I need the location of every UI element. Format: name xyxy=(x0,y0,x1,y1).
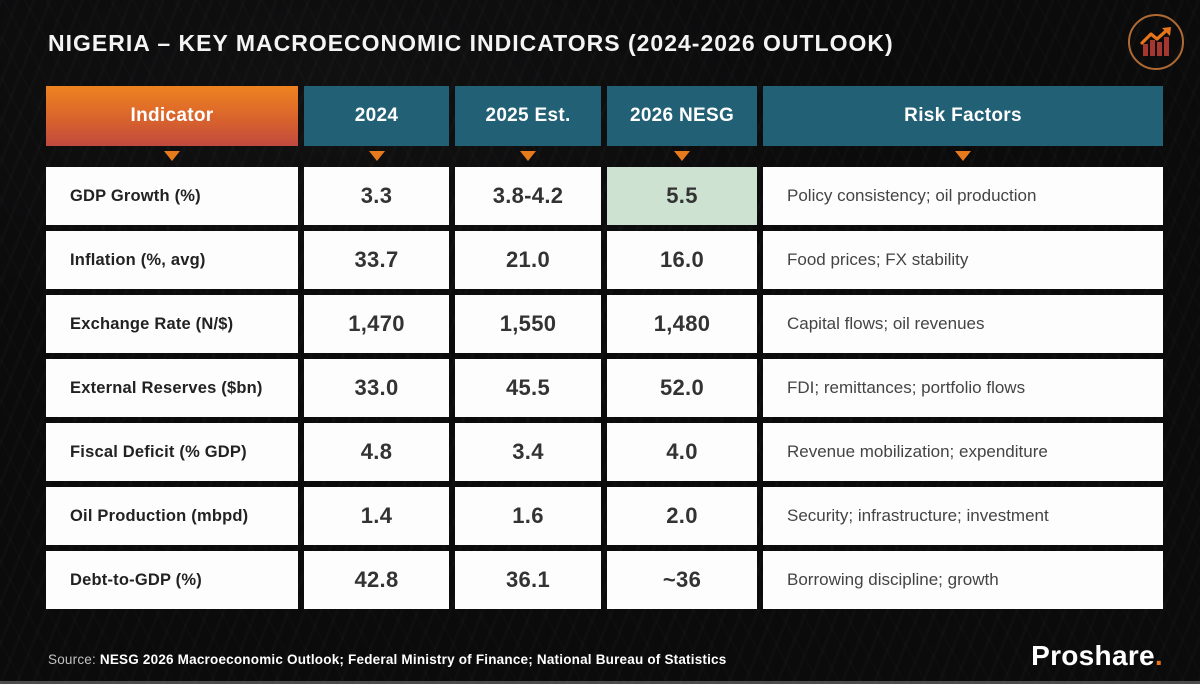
value-cell-2024: 33.0 xyxy=(304,359,449,417)
indicator-cell: Fiscal Deficit (% GDP) xyxy=(46,423,298,481)
header-2026-nesg: 2026 NESG xyxy=(607,86,757,146)
value-cell-2024: 1,470 xyxy=(304,295,449,353)
column-pointers xyxy=(46,146,1163,167)
triangle-down-icon xyxy=(955,151,971,161)
proshare-logo: Proshare. xyxy=(1031,640,1163,672)
value-cell-2026: 2.0 xyxy=(607,487,757,545)
value-cell-2025: 1,550 xyxy=(455,295,601,353)
value-cell-2025: 1.6 xyxy=(455,487,601,545)
value-cell-2026: ~36 xyxy=(607,551,757,609)
header-indicator: Indicator xyxy=(46,86,298,146)
risk-factors-cell: FDI; remittances; portfolio flows xyxy=(763,359,1163,417)
source-label: Source: xyxy=(48,652,96,667)
value-cell-2026: 1,480 xyxy=(607,295,757,353)
page-title: NIGERIA – KEY MACROECONOMIC INDICATORS (… xyxy=(48,30,894,56)
header-2025-est: 2025 Est. xyxy=(455,86,601,146)
table-body: GDP Growth (%) 3.3 3.8-4.2 5.5 Policy co… xyxy=(46,167,1163,609)
risk-factors-cell: Revenue mobilization; expenditure xyxy=(763,423,1163,481)
value-cell-2025: 45.5 xyxy=(455,359,601,417)
value-cell-2026: 52.0 xyxy=(607,359,757,417)
source-note: Source: NESG 2026 Macroeconomic Outlook;… xyxy=(48,652,726,667)
indicators-table: Indicator 2024 2025 Est. 2026 NESG Risk … xyxy=(46,86,1163,609)
value-cell-2024: 1.4 xyxy=(304,487,449,545)
value-cell-2025: 3.8-4.2 xyxy=(455,167,601,225)
value-cell-2024: 4.8 xyxy=(304,423,449,481)
value-cell-2026: 4.0 xyxy=(607,423,757,481)
table-header-row: Indicator 2024 2025 Est. 2026 NESG Risk … xyxy=(46,86,1163,146)
highlighted-value-cell: 5.5 xyxy=(607,167,757,225)
brand-name: Proshare xyxy=(1031,640,1155,671)
triangle-down-icon xyxy=(164,151,180,161)
header-risk-factors: Risk Factors xyxy=(763,86,1163,146)
trending-up-chart-icon xyxy=(1128,14,1184,70)
risk-factors-cell: Borrowing discipline; growth xyxy=(763,551,1163,609)
bottom-edge-strip xyxy=(0,681,1200,684)
triangle-down-icon xyxy=(674,151,690,161)
value-cell-2024: 33.7 xyxy=(304,231,449,289)
value-cell-2024: 3.3 xyxy=(304,167,449,225)
indicator-cell: External Reserves ($bn) xyxy=(46,359,298,417)
triangle-down-icon xyxy=(520,151,536,161)
indicator-cell: Exchange Rate (N/$) xyxy=(46,295,298,353)
value-cell-2024: 42.8 xyxy=(304,551,449,609)
risk-factors-cell: Security; infrastructure; investment xyxy=(763,487,1163,545)
value-cell-2025: 36.1 xyxy=(455,551,601,609)
risk-factors-cell: Capital flows; oil revenues xyxy=(763,295,1163,353)
indicator-cell: GDP Growth (%) xyxy=(46,167,298,225)
source-text: NESG 2026 Macroeconomic Outlook; Federal… xyxy=(99,652,727,667)
value-cell-2026: 16.0 xyxy=(607,231,757,289)
risk-factors-cell: Policy consistency; oil production xyxy=(763,167,1163,225)
indicator-cell: Inflation (%, avg) xyxy=(46,231,298,289)
header-2024: 2024 xyxy=(304,86,449,146)
triangle-down-icon xyxy=(368,151,385,161)
indicator-cell: Oil Production (mbpd) xyxy=(46,487,298,545)
value-cell-2025: 3.4 xyxy=(455,423,601,481)
brand-dot: . xyxy=(1154,640,1163,671)
indicator-cell: Debt-to-GDP (%) xyxy=(46,551,298,609)
risk-factors-cell: Food prices; FX stability xyxy=(763,231,1163,289)
value-cell-2025: 21.0 xyxy=(455,231,601,289)
